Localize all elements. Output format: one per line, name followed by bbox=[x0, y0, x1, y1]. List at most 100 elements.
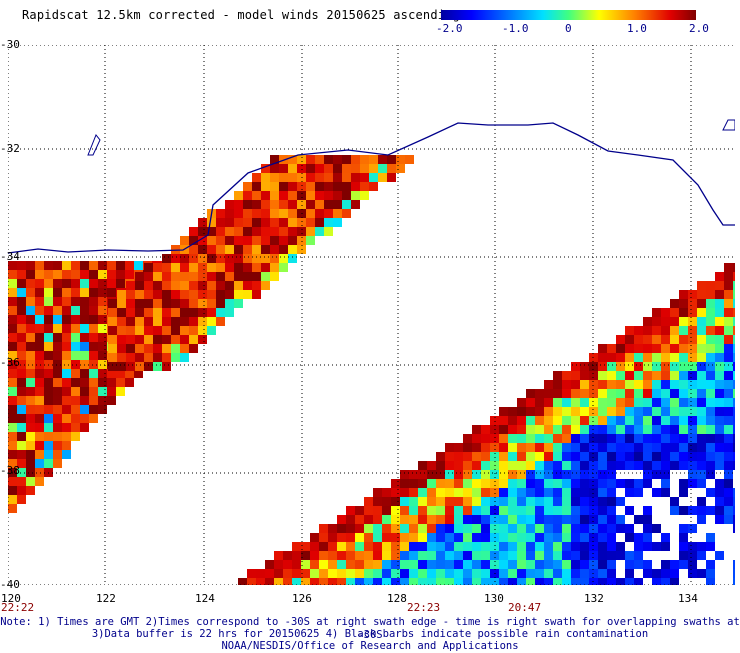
wind-cell bbox=[333, 164, 342, 173]
wind-cell bbox=[517, 506, 526, 515]
wind-cell bbox=[508, 452, 517, 461]
wind-cell bbox=[544, 407, 553, 416]
wind-cell bbox=[328, 569, 337, 578]
wind-cell bbox=[71, 396, 80, 405]
colorbar-label-max: 2.0 bbox=[689, 22, 709, 35]
wind-cell bbox=[35, 288, 44, 297]
wind-cell bbox=[661, 317, 670, 326]
wind-cell bbox=[337, 578, 346, 585]
wind-cell bbox=[589, 560, 598, 569]
wind-cell bbox=[634, 407, 643, 416]
wind-cell bbox=[216, 218, 225, 227]
wind-cell bbox=[472, 542, 481, 551]
wind-cell bbox=[643, 515, 652, 524]
wind-cell bbox=[126, 281, 135, 290]
lon-label-134: 134 bbox=[678, 592, 698, 605]
wind-cell bbox=[44, 270, 53, 279]
wind-cell bbox=[26, 378, 35, 387]
wind-cell bbox=[382, 551, 391, 560]
wind-cell bbox=[17, 396, 26, 405]
wind-cell bbox=[589, 551, 598, 560]
wind-cell bbox=[391, 497, 400, 506]
wind-cell bbox=[652, 470, 661, 479]
wind-cell bbox=[715, 425, 724, 434]
wind-cell bbox=[679, 398, 688, 407]
wind-cell bbox=[162, 272, 171, 281]
wind-cell bbox=[454, 515, 463, 524]
wind-cell bbox=[216, 245, 225, 254]
wind-cell bbox=[189, 308, 198, 317]
wind-cell bbox=[135, 326, 144, 335]
wind-cell bbox=[724, 371, 733, 380]
wind-cell bbox=[661, 443, 670, 452]
wind-cell bbox=[80, 342, 89, 351]
wind-cell bbox=[490, 515, 499, 524]
wind-cell bbox=[252, 191, 261, 200]
wind-cell bbox=[71, 387, 80, 396]
wind-cell bbox=[126, 326, 135, 335]
wind-cell bbox=[463, 488, 472, 497]
wind-cell bbox=[499, 560, 508, 569]
wind-cell bbox=[553, 416, 562, 425]
wind-cell bbox=[454, 461, 463, 470]
island-outline-east bbox=[722, 119, 735, 131]
wind-cell bbox=[724, 452, 733, 461]
wind-cell bbox=[126, 362, 135, 371]
wind-cell bbox=[306, 173, 315, 182]
wind-cell bbox=[571, 407, 580, 416]
wind-cell bbox=[724, 362, 733, 371]
wind-cell bbox=[144, 344, 153, 353]
wind-cell bbox=[80, 396, 89, 405]
wind-cell bbox=[679, 353, 688, 362]
wind-cell bbox=[378, 164, 387, 173]
wind-cell bbox=[364, 515, 373, 524]
wind-cell bbox=[607, 524, 616, 533]
wind-cell bbox=[400, 515, 409, 524]
wind-cell bbox=[98, 270, 107, 279]
wind-cell bbox=[706, 578, 715, 585]
wind-cell bbox=[697, 362, 706, 371]
wind-cell bbox=[733, 434, 735, 443]
wind-cell bbox=[697, 299, 706, 308]
wind-cell bbox=[369, 155, 378, 164]
wind-cell bbox=[225, 245, 234, 254]
wind-cell bbox=[706, 452, 715, 461]
wind-cell bbox=[89, 261, 98, 270]
wind-cell bbox=[535, 425, 544, 434]
wind-cell bbox=[715, 434, 724, 443]
wind-cell bbox=[535, 416, 544, 425]
wind-cell bbox=[598, 542, 607, 551]
wind-cell bbox=[153, 299, 162, 308]
wind-cell bbox=[625, 443, 634, 452]
wind-cell bbox=[116, 270, 125, 279]
wind-cell bbox=[373, 533, 382, 542]
wind-cell bbox=[62, 369, 71, 378]
wind-cell bbox=[107, 387, 116, 396]
wind-cell bbox=[688, 398, 697, 407]
lat-label-34: -34 bbox=[0, 250, 20, 263]
wind-cell bbox=[733, 560, 735, 569]
wind-cell bbox=[216, 254, 225, 263]
wind-cell bbox=[351, 191, 360, 200]
wind-cell bbox=[652, 326, 661, 335]
wind-cell bbox=[17, 441, 26, 450]
wind-cell bbox=[252, 227, 261, 236]
wind-cell bbox=[598, 488, 607, 497]
wind-cell bbox=[562, 461, 571, 470]
wind-cell bbox=[315, 218, 324, 227]
wind-cell bbox=[180, 353, 189, 362]
wind-cell bbox=[526, 416, 535, 425]
wind-cell bbox=[562, 389, 571, 398]
wind-cell bbox=[580, 515, 589, 524]
wind-cell bbox=[283, 578, 292, 585]
wind-cell bbox=[373, 506, 382, 515]
wind-cell bbox=[643, 416, 652, 425]
wind-cell bbox=[517, 470, 526, 479]
wind-cell bbox=[571, 470, 580, 479]
wind-cell bbox=[697, 380, 706, 389]
wind-cell bbox=[706, 542, 715, 551]
wind-cell bbox=[706, 299, 715, 308]
wind-cell bbox=[180, 308, 189, 317]
wind-cell bbox=[126, 308, 135, 317]
wind-cell bbox=[625, 416, 634, 425]
